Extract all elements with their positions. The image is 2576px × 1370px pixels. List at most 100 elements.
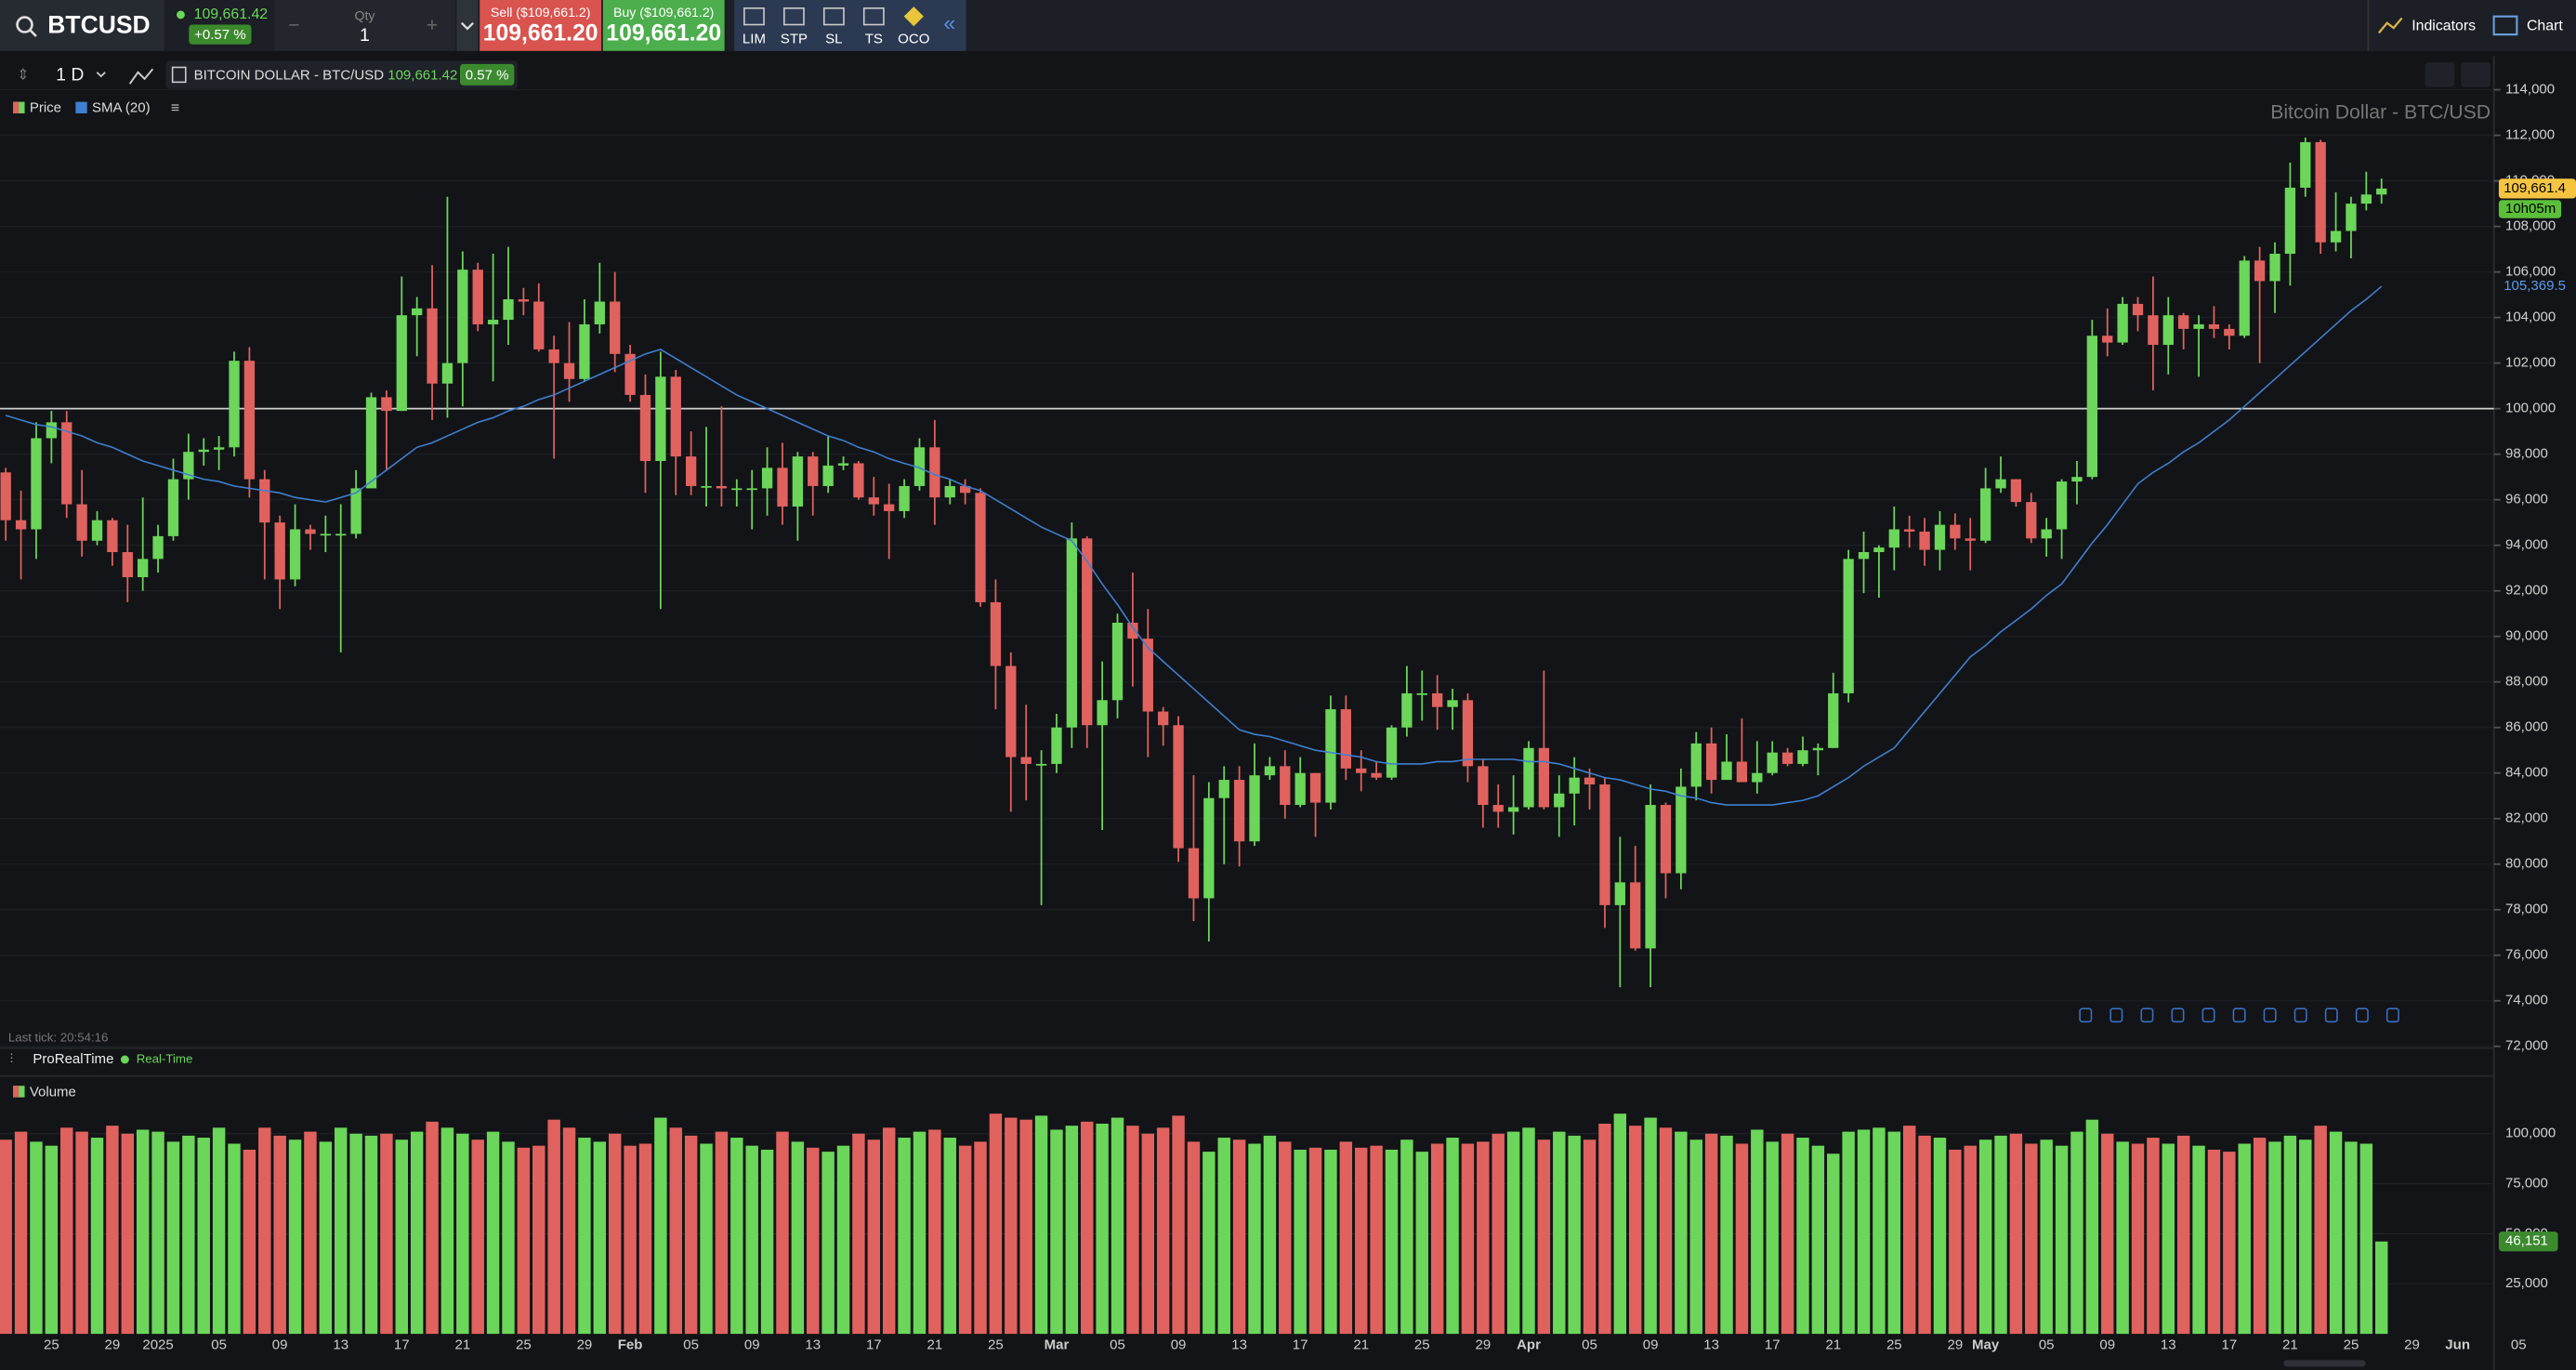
event-icon[interactable] <box>2109 1008 2123 1023</box>
candle-body <box>2254 260 2266 282</box>
volume-bar <box>2131 1143 2145 1335</box>
legend-price[interactable]: Price <box>30 100 61 116</box>
candle-body <box>1203 797 1215 899</box>
candle-body <box>1218 780 1229 798</box>
chart-button[interactable]: Chart <box>2527 18 2563 33</box>
candle-body <box>1599 784 1610 905</box>
sma-line <box>5 285 2383 806</box>
sell-button[interactable] <box>480 0 602 51</box>
volume-bar <box>1385 1149 1399 1335</box>
event-icon[interactable] <box>2079 1008 2093 1023</box>
event-icon[interactable] <box>2355 1008 2369 1023</box>
event-icon[interactable] <box>2385 1008 2399 1023</box>
candle-body <box>503 299 514 321</box>
volume-bar <box>2375 1241 2388 1335</box>
y-tick-label: 96,000 <box>2505 492 2548 507</box>
x-tick-label: 05 <box>2039 1337 2055 1352</box>
order-type[interactable]: LIM <box>743 31 766 46</box>
volume-bar <box>2162 1143 2175 1335</box>
volume-bar <box>319 1141 333 1335</box>
x-tick-label: 05 <box>2511 1337 2527 1352</box>
volume-bar <box>1978 1139 1992 1335</box>
x-tick-label: 09 <box>2099 1337 2115 1352</box>
event-icon[interactable] <box>2171 1008 2185 1023</box>
candle-body <box>929 447 940 498</box>
event-icon[interactable] <box>2324 1008 2338 1023</box>
candle-body <box>944 485 955 498</box>
x-tick-label: 25 <box>2344 1337 2359 1352</box>
indicators-button[interactable]: Indicators <box>2412 18 2476 33</box>
qty-minus[interactable]: − <box>288 15 299 36</box>
drag-handle[interactable]: ⇕ <box>17 68 29 84</box>
candle-body <box>792 456 804 507</box>
candle-body <box>1569 777 1580 794</box>
volume-bar <box>2085 1119 2099 1335</box>
volume-bar <box>1902 1126 1916 1335</box>
qty-plus[interactable]: + <box>427 15 438 36</box>
candle-body <box>1158 711 1169 726</box>
candle-body <box>1111 622 1124 701</box>
order-type[interactable]: TS <box>865 31 883 46</box>
candle-body <box>884 504 895 511</box>
collapse[interactable]: « <box>943 11 955 35</box>
buy-label: Buy ($109,661.2) <box>613 5 714 20</box>
search-box[interactable] <box>0 0 164 51</box>
x-tick-label: 29 <box>1475 1337 1491 1352</box>
qty-value[interactable]: 1 <box>360 25 370 46</box>
volume-bar <box>1355 1147 1368 1335</box>
candle-body <box>1005 665 1017 757</box>
order-type[interactable]: SL <box>825 31 842 46</box>
event-icon[interactable] <box>2140 1008 2154 1023</box>
volume-bar <box>989 1113 1003 1335</box>
chart-type-icon[interactable] <box>128 68 154 85</box>
volume-bar <box>1857 1129 1871 1335</box>
x-tick-label: 29 <box>1948 1337 1964 1352</box>
buy-button[interactable] <box>602 0 725 51</box>
info-icon[interactable] <box>171 66 187 84</box>
candle-body <box>1280 766 1291 806</box>
order-type[interactable]: OCO <box>898 31 929 46</box>
legend-sma[interactable]: SMA (20) <box>92 100 151 116</box>
watermark: Bitcoin Dollar - BTC/USD <box>2270 102 2491 124</box>
detach-button[interactable] <box>2461 62 2491 87</box>
volume-bar <box>1964 1145 1977 1335</box>
candle-body <box>1478 766 1489 806</box>
candle-body <box>853 463 864 498</box>
order-type[interactable]: STP <box>781 31 808 46</box>
y-tick-label: 74,000 <box>2505 993 2548 1008</box>
volume-bar <box>1659 1127 1673 1335</box>
interval[interactable]: 1 D <box>56 64 84 85</box>
x-tick-label: Mar <box>1045 1337 1070 1352</box>
dropdown[interactable] <box>456 0 479 51</box>
legend-menu[interactable]: ≡ <box>171 100 179 116</box>
y-tick-label: 80,000 <box>2505 856 2548 872</box>
volume-bar <box>1415 1152 1428 1335</box>
volume-bar <box>364 1135 378 1335</box>
event-icon[interactable] <box>2293 1008 2307 1023</box>
volume-bar <box>1751 1129 1764 1335</box>
candle-body <box>913 447 926 486</box>
candle-body <box>2132 303 2144 316</box>
tool-button[interactable] <box>2425 62 2455 87</box>
candle-body <box>320 534 331 536</box>
candle-body <box>685 456 697 486</box>
volume-bar <box>151 1131 164 1335</box>
event-icon[interactable] <box>2232 1008 2246 1023</box>
instrument-name: BITCOIN DOLLAR - BTC/USD <box>194 67 385 83</box>
event-icon[interactable] <box>2263 1008 2277 1023</box>
volume-bar <box>1019 1119 1032 1335</box>
candle-body <box>2086 336 2098 478</box>
volume-bar <box>1111 1117 1124 1335</box>
candle-body <box>2360 194 2372 204</box>
scrollbar[interactable] <box>2283 1360 2366 1367</box>
buy-price: 109,661.20 <box>606 21 721 46</box>
volume-bar <box>395 1139 408 1335</box>
candle-body <box>822 465 834 486</box>
candle-body <box>2269 254 2280 282</box>
candle-body <box>624 353 636 395</box>
volume-bar <box>212 1127 226 1335</box>
volume-bar <box>121 1133 135 1335</box>
event-icon[interactable] <box>2201 1008 2215 1023</box>
legend-volume[interactable]: Volume <box>30 1084 76 1100</box>
volume-bar <box>1628 1126 1642 1335</box>
